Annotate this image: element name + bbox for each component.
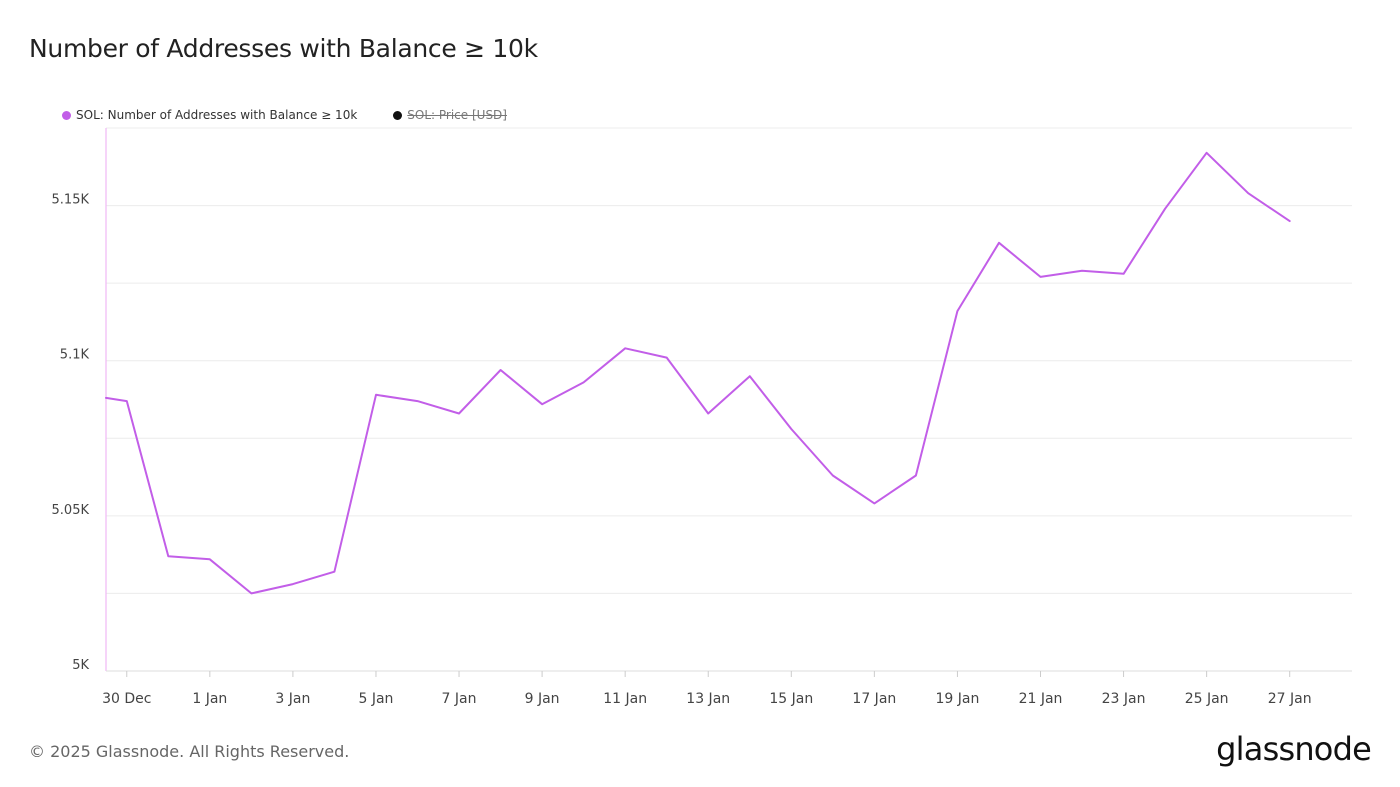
y-tick-label: 5.15K bbox=[52, 193, 90, 208]
x-tick-label: 19 Jan bbox=[936, 691, 980, 707]
x-tick-label: 17 Jan bbox=[852, 691, 896, 707]
legend-item-price[interactable]: SOL: Price [USD] bbox=[393, 108, 507, 122]
x-tick-label: 25 Jan bbox=[1185, 691, 1229, 707]
series-line bbox=[105, 151, 1291, 595]
x-tick-label: 11 Jan bbox=[603, 691, 647, 707]
x-tick-label: 7 Jan bbox=[442, 691, 477, 707]
legend-label-addresses: SOL: Number of Addresses with Balance ≥ … bbox=[76, 108, 358, 122]
x-tick-label: 13 Jan bbox=[686, 691, 730, 707]
x-tick-label: 9 Jan bbox=[525, 691, 560, 707]
x-tick-label: 1 Jan bbox=[192, 691, 227, 707]
x-tick-label: 3 Jan bbox=[275, 691, 310, 707]
y-tick-label: 5K bbox=[72, 658, 89, 673]
legend: SOL: Number of Addresses with Balance ≥ … bbox=[62, 108, 543, 122]
x-tick-label: 21 Jan bbox=[1019, 691, 1063, 707]
x-tick-label: 15 Jan bbox=[769, 691, 813, 707]
chart-title: Number of Addresses with Balance ≥ 10k bbox=[29, 34, 538, 63]
y-tick-label: 5.1K bbox=[60, 348, 90, 363]
legend-dot-price bbox=[393, 110, 403, 120]
copyright-footer: © 2025 Glassnode. All Rights Reserved. bbox=[29, 742, 350, 761]
y-tick-label: 5.05K bbox=[52, 503, 90, 518]
glassnode-logo: glassnode bbox=[1216, 730, 1372, 768]
legend-label-price: SOL: Price [USD] bbox=[407, 108, 507, 122]
x-tick-label: 27 Jan bbox=[1268, 691, 1312, 707]
x-tick-label: 30 Dec bbox=[102, 691, 151, 707]
x-tick-label: 23 Jan bbox=[1102, 691, 1146, 707]
legend-dot-addresses bbox=[62, 110, 71, 120]
x-tick-label: 5 Jan bbox=[358, 691, 393, 707]
legend-item-addresses[interactable]: SOL: Number of Addresses with Balance ≥ … bbox=[62, 108, 357, 122]
